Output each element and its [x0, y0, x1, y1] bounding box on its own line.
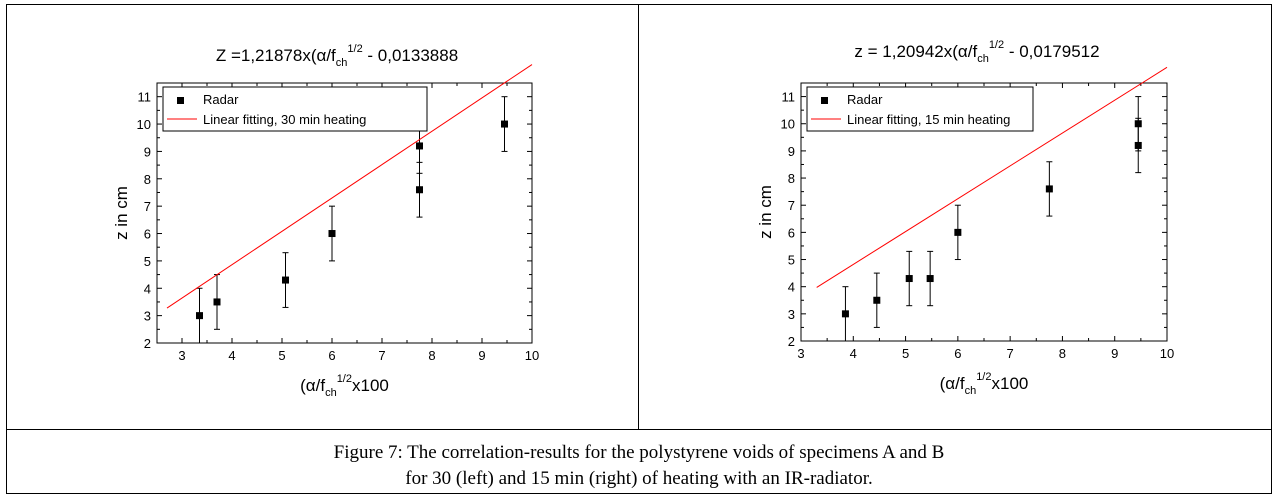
y-tick-label: 5 [144, 254, 151, 269]
y-tick-label: 9 [144, 144, 151, 159]
data-point [873, 272, 881, 328]
chart-panel-right: z = 1,20942x(α/fch1/2 - 0,0179512 3 4 5 6 7 8 9… [639, 5, 1271, 429]
point-marker [954, 228, 962, 236]
data-point [501, 96, 508, 152]
fit-line [816, 66, 1168, 288]
y-tick-label: 7 [788, 198, 795, 213]
y-tick-label: 5 [788, 253, 795, 268]
plot-area [156, 82, 533, 344]
fit-line [166, 64, 533, 309]
legend-label-line: Linear fitting, 30 min heating [203, 112, 366, 127]
legend-label-points: Radar [203, 92, 239, 107]
y-tick-label: 3 [788, 307, 795, 322]
chart-right: z = 1,20942x(α/fch1/2 - 0,0179512 3 4 5 6 7 8 9… [756, 39, 1174, 397]
y-tick-label: 7 [144, 199, 151, 214]
y-tick-label: 8 [788, 171, 795, 186]
y-tick-label: 2 [788, 334, 795, 349]
data-point [213, 274, 221, 330]
point-marker [501, 120, 508, 128]
legend-label-points: Radar [847, 92, 883, 107]
x-tick-label: 9 [478, 348, 485, 363]
chart-title: Z =1,21878x(α/fch1/2 - 0,0133888 [216, 43, 458, 69]
x-tick-label: 8 [428, 348, 435, 363]
y-tick-label: 8 [144, 172, 151, 187]
figure-frame: Z =1,21878x(α/fch1/2 - 0,0133888 3 4 5 6 7 8 9 1… [6, 4, 1272, 494]
chart-left: Z =1,21878x(α/fch1/2 - 0,0133888 3 4 5 6 7 8 9 1… [112, 43, 539, 399]
legend-label-line: Linear fitting, 15 min heating [847, 112, 1010, 127]
point-marker [196, 312, 203, 320]
data-point [954, 204, 962, 261]
x-axis-label: (α/fch1/2x100 [940, 371, 1029, 397]
point-marker [416, 186, 423, 194]
x-tick-label: 4 [850, 346, 857, 361]
y-tick-label: 2 [144, 336, 151, 351]
legend-box [806, 86, 1034, 132]
point-marker [841, 310, 849, 318]
legend-marker-points [177, 97, 184, 104]
x-tick-label: 10 [525, 348, 539, 363]
y-tick-label: 6 [144, 227, 151, 242]
data-point [926, 250, 934, 307]
y-tick-label: 10 [781, 117, 795, 132]
data-point [328, 205, 336, 262]
caption-line-1: Figure 7: The correlation-results for th… [333, 442, 945, 463]
x-tick-label: 10 [1160, 346, 1174, 361]
point-marker [282, 276, 289, 284]
point-marker [328, 230, 336, 238]
legend: Radar Linear fitting, 15 min heating [806, 86, 1034, 132]
y-tick-label: 11 [138, 90, 152, 105]
y-tick-label: 4 [144, 281, 151, 296]
legend: Radar Linear fitting, 30 min heating [162, 86, 428, 132]
x-tick-label: 6 [954, 346, 961, 361]
figure-caption: Figure 7: The correlation-results for th… [7, 429, 1271, 493]
data-point [1045, 161, 1053, 217]
x-tick-label: 7 [378, 348, 385, 363]
x-tick-label: 3 [178, 348, 185, 363]
x-tick-label: 8 [1059, 346, 1066, 361]
chart-title: z = 1,20942x(α/fch1/2 - 0,0179512 [854, 39, 1099, 65]
point-marker [416, 142, 423, 150]
data-point [841, 286, 849, 342]
y-tick-label: 9 [788, 144, 795, 159]
point-marker [1134, 141, 1142, 149]
legend-box [162, 86, 428, 132]
point-marker [926, 275, 934, 283]
data-point [416, 161, 423, 218]
y-tick-label: 3 [144, 309, 151, 324]
y-tick-label: 10 [137, 117, 151, 132]
caption-line-2: for 30 (left) and 15 min (right) of heat… [405, 468, 873, 489]
x-tick-label: 7 [1007, 346, 1014, 361]
point-marker [1045, 185, 1053, 193]
x-tick-label: 6 [328, 348, 335, 363]
y-tick-label: 4 [788, 280, 795, 295]
data-point [282, 252, 289, 308]
data-point [1134, 117, 1142, 174]
chart-panel-left: Z =1,21878x(α/fch1/2 - 0,0133888 3 4 5 6 7 8 9 1… [7, 5, 639, 429]
x-axis-label: (α/fch1/2x100 [300, 373, 389, 399]
y-tick-label: 6 [788, 225, 795, 240]
point-marker [873, 296, 881, 304]
data-point [196, 287, 203, 344]
point-marker [905, 275, 913, 283]
y-axis-label: z in cm [756, 185, 775, 239]
data-point [905, 250, 913, 307]
legend-marker-points [821, 97, 828, 104]
x-tick-label: 5 [902, 346, 909, 361]
point-marker [213, 298, 221, 306]
x-tick-label: 4 [228, 348, 235, 363]
x-tick-label: 9 [1111, 346, 1118, 361]
y-axis-label: z in cm [112, 186, 131, 240]
y-tick-label: 11 [782, 90, 796, 105]
x-tick-label: 5 [278, 348, 285, 363]
x-tick-label: 3 [797, 346, 804, 361]
